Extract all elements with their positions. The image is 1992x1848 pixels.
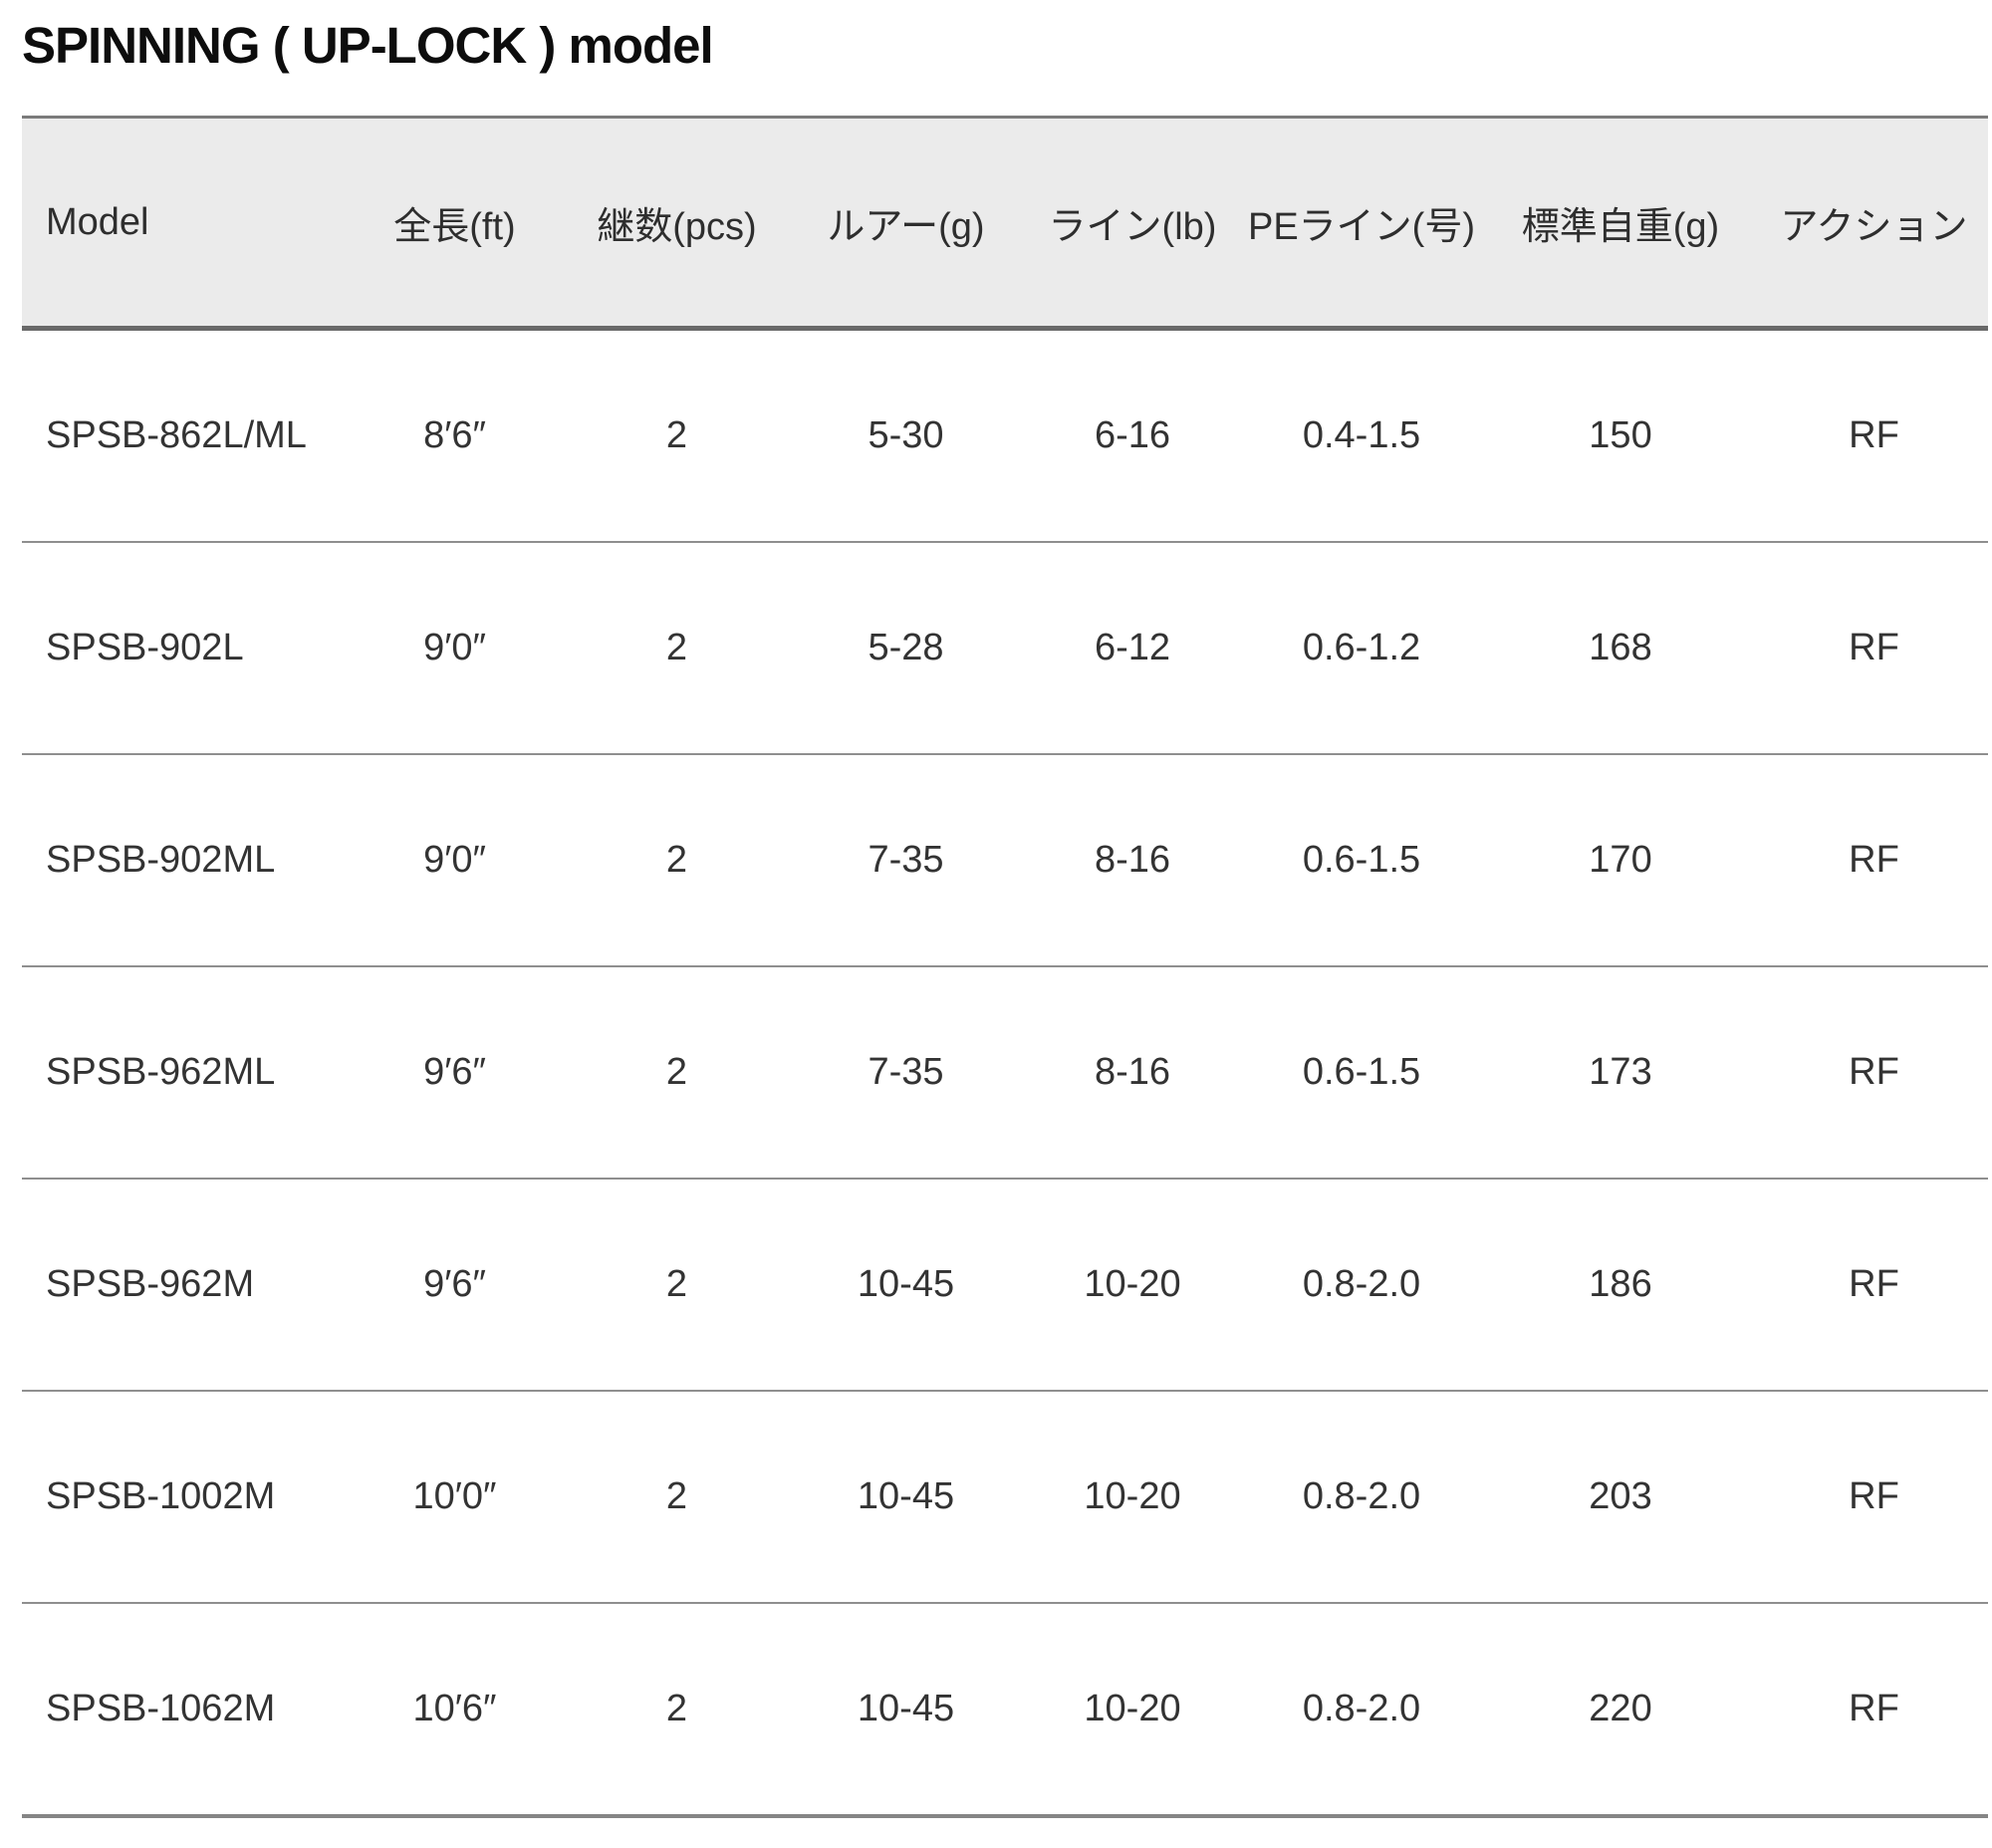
table-row: SPSB-962M 9′6″ 2 10-45 10-20 0.8-2.0 186 RF xyxy=(22,1179,1988,1392)
cell-action: RF xyxy=(1849,839,1899,882)
cell-length: 9′6″ xyxy=(423,1051,486,1094)
column-header-model: Model xyxy=(46,200,149,243)
cell-pieces: 2 xyxy=(665,1475,688,1518)
cell-model: SPSB-962M xyxy=(46,1263,255,1306)
cell-length: 10′6″ xyxy=(412,1688,497,1730)
spec-table-body: SPSB-862L/ML 8′6″ 2 5-30 6-16 0.4-1.5 150 RF SPS… xyxy=(22,328,1988,1817)
table-row: SPSB-962ML 9′6″ 2 7-35 8-16 0.6-1.5 173 RF xyxy=(22,966,1988,1180)
cell-pieces: 2 xyxy=(665,414,688,457)
cell-line: 10-20 xyxy=(1084,1263,1181,1306)
cell-model: SPSB-902ML xyxy=(46,839,276,882)
cell-line: 6-12 xyxy=(1094,627,1171,669)
cell-pieces: 2 xyxy=(665,1688,688,1730)
cell-pe-line: 0.8-2.0 xyxy=(1302,1263,1421,1306)
cell-lure: 7-35 xyxy=(868,1051,944,1094)
spec-table: Model 全長(ft) 継数(pcs) ルアー(g) ライン(lb) PEライン(号) 標… xyxy=(22,116,1988,1818)
cell-weight: 150 xyxy=(1589,414,1652,457)
cell-action: RF xyxy=(1849,1263,1899,1306)
cell-line: 8-16 xyxy=(1094,839,1171,882)
table-row: SPSB-902ML 9′0″ 2 7-35 8-16 0.6-1.5 170 RF xyxy=(22,754,1988,967)
table-row: SPSB-1062M 10′6″ 2 10-45 10-20 0.8-2.0 220 RF xyxy=(22,1603,1988,1817)
cell-action: RF xyxy=(1849,414,1899,457)
cell-line: 10-20 xyxy=(1084,1688,1181,1730)
cell-length: 10′0″ xyxy=(412,1475,497,1518)
cell-lure: 5-28 xyxy=(868,627,944,669)
cell-pieces: 2 xyxy=(665,1051,688,1094)
cell-lure: 10-45 xyxy=(857,1475,955,1518)
cell-weight: 220 xyxy=(1589,1688,1652,1730)
cell-weight: 173 xyxy=(1589,1051,1652,1094)
cell-line: 10-20 xyxy=(1084,1475,1181,1518)
cell-model: SPSB-902L xyxy=(46,627,244,669)
cell-lure: 7-35 xyxy=(868,839,944,882)
cell-weight: 203 xyxy=(1589,1475,1652,1518)
table-row: SPSB-1002M 10′0″ 2 10-45 10-20 0.8-2.0 203 RF xyxy=(22,1391,1988,1604)
cell-pe-line: 0.6-1.5 xyxy=(1302,1051,1421,1094)
cell-line: 8-16 xyxy=(1094,1051,1171,1094)
cell-pe-line: 0.4-1.5 xyxy=(1302,414,1421,457)
cell-action: RF xyxy=(1849,1475,1899,1518)
cell-model: SPSB-1002M xyxy=(46,1475,276,1518)
cell-weight: 186 xyxy=(1589,1263,1652,1306)
cell-action: RF xyxy=(1849,1051,1899,1094)
cell-weight: 170 xyxy=(1589,839,1652,882)
table-row: SPSB-862L/ML 8′6″ 2 5-30 6-16 0.4-1.5 150 RF xyxy=(22,328,1988,543)
cell-lure: 10-45 xyxy=(857,1263,955,1306)
column-header-pieces: 継数(pcs) xyxy=(597,205,757,248)
page-title: SPINNING ( UP-LOCK ) model xyxy=(22,17,714,74)
cell-pe-line: 0.8-2.0 xyxy=(1302,1688,1421,1730)
cell-pieces: 2 xyxy=(665,1263,688,1306)
column-header-pe-line: PEライン(号) xyxy=(1247,205,1475,248)
cell-pe-line: 0.6-1.5 xyxy=(1302,839,1421,882)
cell-pe-line: 0.8-2.0 xyxy=(1302,1475,1421,1518)
column-header-weight: 標準自重(g) xyxy=(1521,205,1720,248)
table-row: SPSB-902L 9′0″ 2 5-28 6-12 0.6-1.2 168 RF xyxy=(22,542,1988,755)
spec-table-head: Model 全長(ft) 継数(pcs) ルアー(g) ライン(lb) PEライン(号) 標… xyxy=(22,117,1988,329)
column-header-line: ライン(lb) xyxy=(1048,205,1217,248)
column-header-lure: ルアー(g) xyxy=(827,205,985,248)
cell-action: RF xyxy=(1849,1688,1899,1730)
cell-length: 8′6″ xyxy=(423,414,486,457)
cell-pe-line: 0.6-1.2 xyxy=(1302,627,1421,669)
cell-length: 9′0″ xyxy=(423,839,486,882)
cell-model: SPSB-1062M xyxy=(46,1688,276,1730)
cell-pieces: 2 xyxy=(665,627,688,669)
header-row: Model 全長(ft) 継数(pcs) ルアー(g) ライン(lb) PEライン(号) 標… xyxy=(22,117,1988,329)
page: SPINNING ( UP-LOCK ) model Model 全長(ft) 継数… xyxy=(0,16,1992,1848)
cell-model: SPSB-962ML xyxy=(46,1051,276,1094)
cell-lure: 5-30 xyxy=(868,414,944,457)
cell-line: 6-16 xyxy=(1094,414,1171,457)
cell-length: 9′6″ xyxy=(423,1263,486,1306)
column-header-length: 全長(ft) xyxy=(393,205,516,248)
cell-model: SPSB-862L/ML xyxy=(46,414,307,457)
cell-length: 9′0″ xyxy=(423,627,486,669)
cell-lure: 10-45 xyxy=(857,1688,955,1730)
column-header-action: アクション xyxy=(1780,205,1968,248)
cell-pieces: 2 xyxy=(665,839,688,882)
cell-weight: 168 xyxy=(1589,627,1652,669)
cell-action: RF xyxy=(1849,627,1899,669)
